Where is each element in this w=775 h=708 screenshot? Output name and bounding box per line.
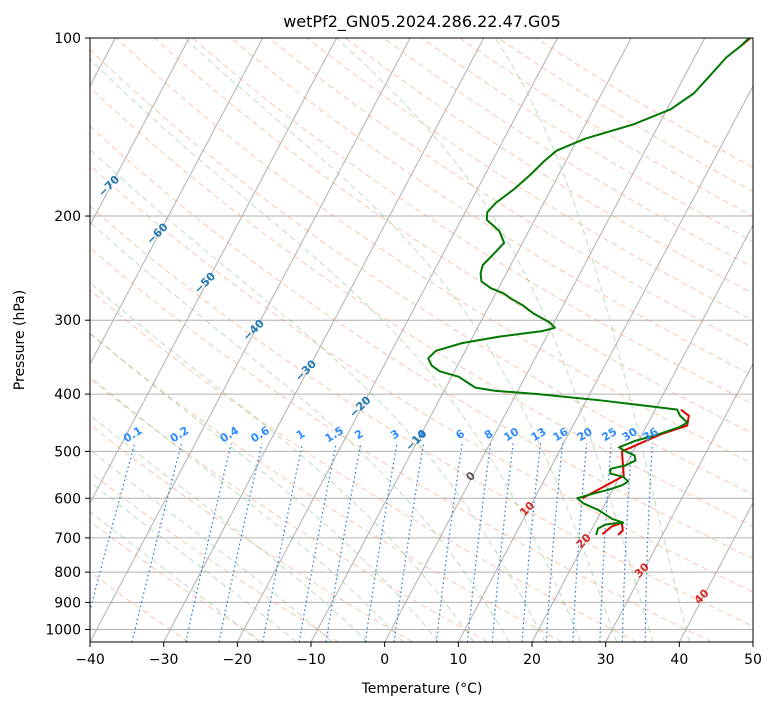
y-tick-label: 500 (54, 444, 81, 460)
mixing-ratio-line (298, 443, 337, 642)
mixing-ratio-line (393, 443, 425, 642)
moist-adiabat (90, 375, 404, 642)
dry-adiabat (90, 86, 753, 527)
dry-adiabat (90, 377, 488, 642)
mixing-ratio-line (218, 443, 263, 642)
dry-adiabat (90, 424, 414, 642)
mixing-ratio-line (262, 443, 304, 642)
dry-adiabat (230, 38, 753, 377)
mixing-ratio-line (364, 443, 398, 642)
isotherm-line (236, 38, 558, 642)
moist-adiabat (90, 449, 333, 642)
isotherm-line (163, 38, 485, 642)
moist-adiabat (90, 414, 369, 642)
mixing-ratio-lines (90, 443, 653, 642)
dry-adiabat (90, 48, 753, 496)
y-tick-label: 1000 (45, 622, 81, 638)
isotherm-line (531, 223, 753, 642)
plot-frame (89, 37, 754, 643)
mixing-ratio-line (572, 443, 588, 642)
mixing-ratio-line (491, 443, 514, 642)
moist-adiabat (90, 332, 439, 642)
y-axis-title: Pressure (hPa) (12, 290, 28, 390)
moist-adiabat (494, 38, 690, 642)
isotherm-line (457, 84, 753, 642)
x-tick-label: 40 (670, 652, 688, 668)
x-tick-label: 0 (380, 652, 389, 668)
isotherm-line (90, 38, 337, 505)
mixing-ratio-line (435, 443, 463, 642)
moist-adiabat (335, 38, 654, 642)
y-tick-label: 600 (54, 491, 81, 507)
x-tick-label: −30 (149, 652, 179, 668)
isotherm-line (90, 38, 190, 227)
moist-adiabat (90, 148, 546, 642)
dry-adiabat (90, 289, 638, 642)
mixing-ratio-line (90, 443, 136, 613)
isotherm-line (678, 501, 753, 642)
moist-adiabat (90, 221, 510, 642)
x-tick-label: −20 (223, 652, 253, 668)
moist-adiabat (90, 281, 475, 642)
mixing-ratio-line (521, 443, 542, 642)
x-tick-label: 10 (449, 652, 467, 668)
y-tick-label: 400 (54, 387, 81, 403)
isotherm-line (384, 38, 706, 642)
y-tick-label: 900 (54, 595, 81, 611)
moist-adiabat (90, 480, 297, 642)
dry-adiabat (90, 571, 190, 642)
mixing-ratio-line (325, 443, 362, 642)
isotherm-lines (90, 38, 753, 642)
moist-adiabat (184, 38, 618, 642)
x-tick-label: 30 (597, 652, 615, 668)
y-tick-label: 800 (54, 565, 81, 581)
mixing-ratio-line (185, 443, 232, 642)
dry-adiabat (268, 38, 753, 349)
y-axis-ticks: 1000 900 800 700 600 500 400 300 200 100 (45, 31, 90, 638)
dry-adiabat-lines (90, 38, 753, 642)
isotherm-line (605, 362, 753, 642)
mixing-ratio-line (545, 443, 564, 642)
x-tick-label: 50 (744, 652, 762, 668)
dry-adiabat (116, 38, 753, 465)
moist-adiabat-lines (90, 38, 690, 642)
dry-adiabat (90, 246, 712, 642)
isotherm-line (90, 38, 264, 366)
y-tick-label: 300 (54, 313, 81, 329)
x-tick-label: 20 (523, 652, 541, 668)
mixing-ratio-line (466, 443, 492, 642)
y-tick-label: 100 (54, 31, 81, 47)
x-axis-ticks: −40 −30 −20 −10 0 10 20 30 40 50 (75, 642, 762, 668)
moist-adiabat (90, 58, 582, 642)
chart-title: wetPf2_GN05.2024.286.22.47.G05 (283, 12, 561, 32)
x-tick-label: −40 (75, 652, 105, 668)
isotherm-line (90, 38, 411, 642)
sounding-series (427, 38, 752, 536)
x-tick-label: −10 (296, 652, 326, 668)
y-tick-label: 200 (54, 209, 81, 225)
y-tick-label: 700 (54, 531, 81, 547)
x-axis-title: Temperature (°C) (361, 681, 483, 697)
series-line-green (427, 38, 750, 536)
